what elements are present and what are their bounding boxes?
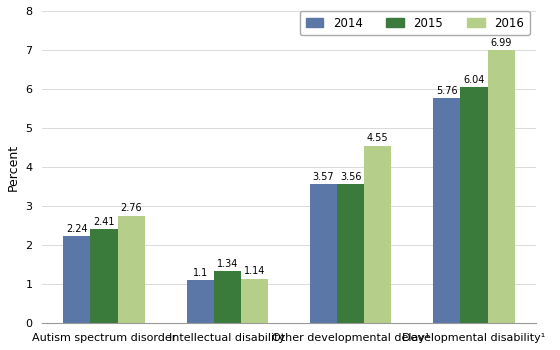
Y-axis label: Percent: Percent xyxy=(7,144,20,191)
Bar xyxy=(186,280,214,323)
Bar xyxy=(488,50,515,323)
Bar xyxy=(63,236,91,323)
Text: 1.34: 1.34 xyxy=(217,259,238,269)
Text: 1.1: 1.1 xyxy=(193,268,208,278)
Text: 6.04: 6.04 xyxy=(463,75,485,85)
Bar xyxy=(337,184,364,323)
Bar xyxy=(433,98,460,323)
Text: 1.14: 1.14 xyxy=(244,266,265,277)
Text: 3.56: 3.56 xyxy=(340,172,361,182)
Bar xyxy=(310,184,337,323)
Legend: 2014, 2015, 2016: 2014, 2015, 2016 xyxy=(300,10,530,35)
Text: 6.99: 6.99 xyxy=(491,38,512,48)
Text: 2.41: 2.41 xyxy=(94,217,115,227)
Bar xyxy=(91,229,118,323)
Text: 2.76: 2.76 xyxy=(120,203,142,213)
Text: 2.24: 2.24 xyxy=(66,224,88,233)
Bar xyxy=(214,271,241,323)
Bar xyxy=(364,146,391,323)
Text: 3.57: 3.57 xyxy=(312,172,334,182)
Text: 5.76: 5.76 xyxy=(436,86,458,96)
Bar xyxy=(460,88,488,323)
Bar xyxy=(118,216,144,323)
Text: 4.55: 4.55 xyxy=(367,133,389,143)
Bar xyxy=(241,279,268,323)
